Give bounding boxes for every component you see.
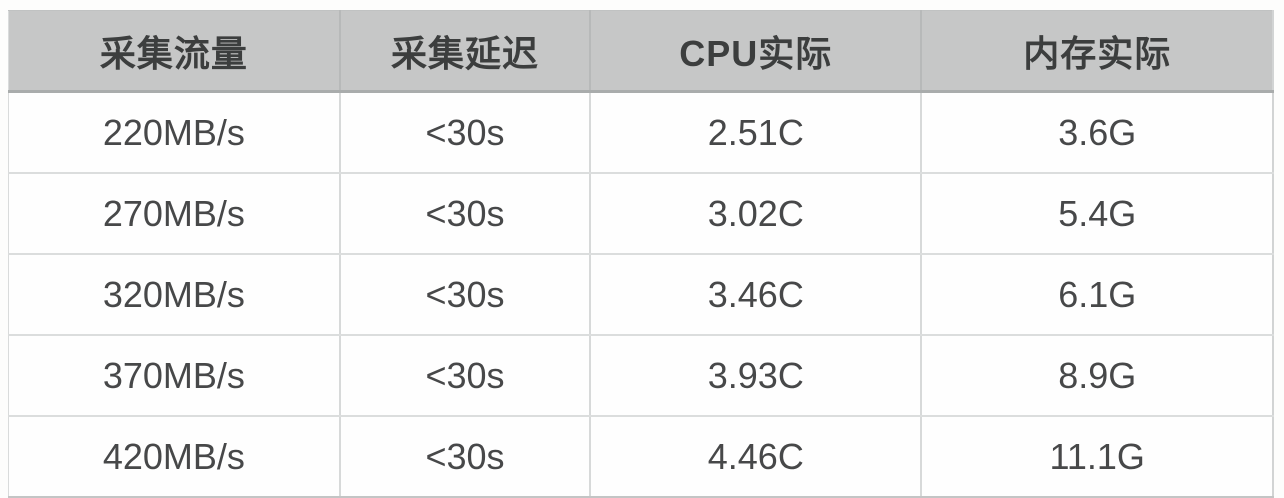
cell-memory: 6.1G (920, 254, 1273, 336)
cell-traffic: 270MB/s (8, 173, 340, 255)
table-row: 370MB/s <30s 3.93C 8.9G (8, 335, 1273, 417)
cell-memory: 5.4G (920, 173, 1273, 255)
cell-memory: 8.9G (920, 335, 1273, 417)
cell-traffic: 420MB/s (8, 416, 340, 498)
benchmark-table-container: 采集流量 采集延迟 CPU实际 内存实际 220MB/s <30s 2.51C … (8, 10, 1274, 498)
cell-cpu: 2.51C (589, 91, 922, 174)
cell-cpu: 3.46C (589, 254, 922, 336)
table-body: 220MB/s <30s 2.51C 3.6G 270MB/s <30s 3.0… (8, 91, 1273, 498)
cell-traffic: 320MB/s (8, 254, 340, 336)
cell-latency: <30s (338, 416, 591, 498)
cell-latency: <30s (338, 254, 591, 336)
resource-usage-table: 采集流量 采集延迟 CPU实际 内存实际 220MB/s <30s 2.51C … (8, 10, 1274, 498)
table-row: 320MB/s <30s 3.46C 6.1G (8, 254, 1273, 336)
cell-cpu: 4.46C (589, 416, 922, 498)
cell-latency: <30s (338, 91, 591, 174)
column-header-cpu: CPU实际 (589, 10, 922, 93)
column-header-memory: 内存实际 (920, 10, 1273, 93)
cell-traffic: 220MB/s (8, 91, 340, 174)
table-row: 420MB/s <30s 4.46C 11.1G (8, 416, 1273, 498)
cell-cpu: 3.02C (589, 173, 922, 255)
cell-cpu: 3.93C (589, 335, 922, 417)
cell-memory: 11.1G (920, 416, 1273, 498)
cell-latency: <30s (338, 173, 591, 255)
table-row: 220MB/s <30s 2.51C 3.6G (8, 91, 1273, 174)
table-row: 270MB/s <30s 3.02C 5.4G (8, 173, 1273, 255)
column-header-traffic: 采集流量 (8, 10, 340, 93)
column-header-latency: 采集延迟 (338, 10, 591, 93)
table-header: 采集流量 采集延迟 CPU实际 内存实际 (8, 10, 1273, 93)
header-row: 采集流量 采集延迟 CPU实际 内存实际 (8, 10, 1273, 93)
cell-memory: 3.6G (920, 91, 1273, 174)
cell-traffic: 370MB/s (8, 335, 340, 417)
cell-latency: <30s (338, 335, 591, 417)
